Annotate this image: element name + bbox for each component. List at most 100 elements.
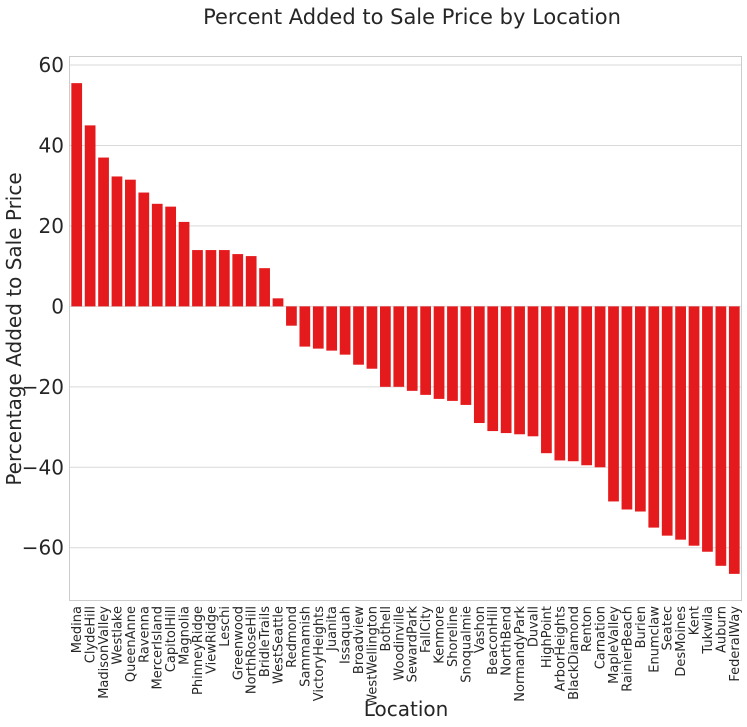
- bar-fallcity: [420, 306, 431, 395]
- x-tick-label: Juanita: [325, 606, 340, 652]
- bar-woodinville: [393, 306, 405, 387]
- x-tick-label: Snoqualmie: [459, 606, 474, 683]
- x-tick-label: Enumclaw: [647, 606, 662, 673]
- bar-shoreline: [447, 306, 458, 401]
- x-tick-label: Carnation: [594, 606, 609, 669]
- x-tick-label: WestSeattle: [272, 606, 287, 684]
- bar-burien: [634, 306, 646, 512]
- x-tick-label: DesMoines: [674, 606, 689, 677]
- bar-maplevalley: [608, 306, 619, 502]
- bar-vashon: [473, 306, 485, 424]
- x-tick-labels: MedinaClydeHillMadisonValleyWestlakeQuee…: [70, 606, 743, 707]
- x-tick-label: FallCity: [419, 606, 434, 653]
- x-tick-label: Tukwila: [701, 606, 716, 655]
- x-tick-label: Leschi: [218, 606, 233, 647]
- bar-issaquah: [339, 306, 351, 355]
- y-tick-label: −20: [22, 375, 64, 399]
- x-tick-label: Renton: [580, 606, 595, 652]
- y-tick-label: 60: [39, 53, 64, 77]
- bar-victoryheights: [312, 306, 324, 349]
- bar-beaconhill: [487, 306, 499, 432]
- x-tick-label: Sammamish: [298, 606, 313, 687]
- bar-westlake: [111, 176, 123, 307]
- x-tick-label: VictoryHeights: [312, 606, 327, 701]
- y-axis-label: Percentage Added to Sale Price: [2, 172, 26, 485]
- x-tick-label: NormandyPark: [513, 606, 528, 702]
- bar-bridletrails: [259, 268, 270, 307]
- x-tick-label: Seatec: [661, 606, 676, 650]
- x-tick-label: PhinneyRidge: [191, 606, 206, 695]
- x-tick-label: ArborHeights: [553, 606, 568, 692]
- x-tick-label: Kenmore: [433, 606, 448, 664]
- x-tick-label: Issaquah: [339, 606, 354, 664]
- x-tick-label: Broadview: [352, 606, 367, 674]
- bar-highpoint: [541, 306, 552, 454]
- bar-enumclaw: [648, 306, 660, 528]
- x-tick-label: Redmond: [285, 606, 300, 668]
- bar-normandypark: [514, 306, 525, 435]
- x-tick-label: HighPoint: [540, 606, 555, 668]
- bar-queenanne: [125, 179, 136, 307]
- bar-federalway: [728, 306, 740, 574]
- bar-phinneyridge: [192, 250, 203, 307]
- x-tick-label: BeaconHill: [486, 606, 501, 675]
- bar-northrosehill: [245, 256, 257, 307]
- bar-westseattle: [272, 298, 284, 307]
- bar-blackdiamond: [567, 306, 579, 462]
- x-tick-label: ViewRidge: [204, 606, 219, 674]
- bar-medina: [71, 83, 83, 307]
- bar-redmond: [286, 306, 297, 326]
- bar-leschi: [218, 250, 230, 307]
- x-tick-label: Greenwood: [231, 606, 246, 680]
- bar-sammamish: [299, 306, 311, 347]
- x-tick-label: Ravenna: [137, 606, 152, 663]
- x-tick-label: BridleTrails: [258, 606, 273, 677]
- bar-capitolhill: [165, 206, 177, 307]
- bars: [71, 83, 740, 574]
- bar-westwellington: [366, 306, 378, 369]
- x-tick-label: BlackDiamond: [567, 606, 582, 700]
- bar-broadview: [353, 306, 364, 365]
- bar-viewridge: [205, 250, 217, 307]
- x-tick-label: MercerIsland: [151, 606, 166, 689]
- x-tick-label: Magnolia: [178, 606, 193, 665]
- bar-arborheights: [554, 306, 566, 461]
- bar-tukwila: [702, 306, 713, 552]
- x-tick-label: ClydeHill: [84, 606, 99, 663]
- x-tick-label: MapleValley: [607, 606, 622, 684]
- y-tick-labels: 60 40 20 0 −20 −40 −60: [22, 53, 64, 560]
- y-tick-label: −60: [22, 536, 64, 560]
- bar-kent: [688, 306, 700, 546]
- y-tick-label: 20: [39, 214, 64, 238]
- x-tick-label: CapitolHill: [164, 606, 179, 672]
- x-tick-label: NorthBend: [500, 606, 515, 676]
- x-tick-label: Westlake: [110, 606, 125, 665]
- chart-title: Percent Added to Sale Price by Location: [203, 5, 621, 29]
- x-tick-label: Woodinville: [392, 606, 407, 681]
- bar-madisonvalley: [98, 157, 109, 307]
- x-tick-label: SewardPark: [406, 606, 421, 683]
- x-tick-label: RainierBeach: [620, 606, 635, 692]
- x-tick-label: FederalWay: [728, 606, 743, 682]
- x-tick-label: WestWellington: [365, 606, 380, 707]
- bar-greenwood: [232, 254, 244, 307]
- bar-bothell: [380, 306, 391, 387]
- bar-kenmore: [433, 306, 445, 399]
- bar-clydehill: [84, 125, 96, 307]
- bar-desmoines: [675, 306, 686, 540]
- bar-mercerisland: [151, 203, 163, 307]
- x-tick-label: Medina: [70, 606, 85, 653]
- bar-magnolia: [178, 221, 190, 307]
- bar-northbend: [500, 306, 512, 434]
- bar-seatec: [661, 306, 673, 536]
- bar-juanita: [326, 306, 338, 351]
- x-axis-label: Location: [364, 697, 449, 721]
- x-tick-label: Vashon: [473, 606, 488, 653]
- x-tick-label: Bothell: [379, 606, 394, 651]
- bar-duvall: [527, 306, 539, 437]
- x-tick-label: Kent: [688, 606, 703, 635]
- bar-sewardpark: [406, 306, 418, 391]
- bar-carnation: [594, 306, 606, 468]
- bar-ravenna: [138, 192, 150, 307]
